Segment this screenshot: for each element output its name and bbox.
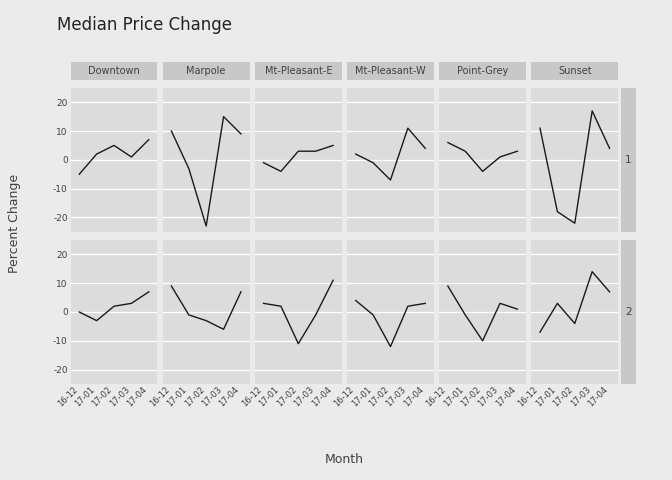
Text: 2: 2	[625, 307, 632, 317]
Text: Sunset: Sunset	[558, 66, 591, 76]
Text: Percent Change: Percent Change	[8, 174, 22, 273]
Text: Point-Grey: Point-Grey	[457, 66, 508, 76]
Text: Mt-Pleasant-W: Mt-Pleasant-W	[355, 66, 426, 76]
Text: Month: Month	[325, 453, 364, 466]
Text: 1: 1	[625, 155, 632, 165]
Text: Downtown: Downtown	[88, 66, 140, 76]
Text: Median Price Change: Median Price Change	[57, 16, 232, 34]
Text: Mt-Pleasant-E: Mt-Pleasant-E	[265, 66, 332, 76]
Text: Marpole: Marpole	[187, 66, 226, 76]
